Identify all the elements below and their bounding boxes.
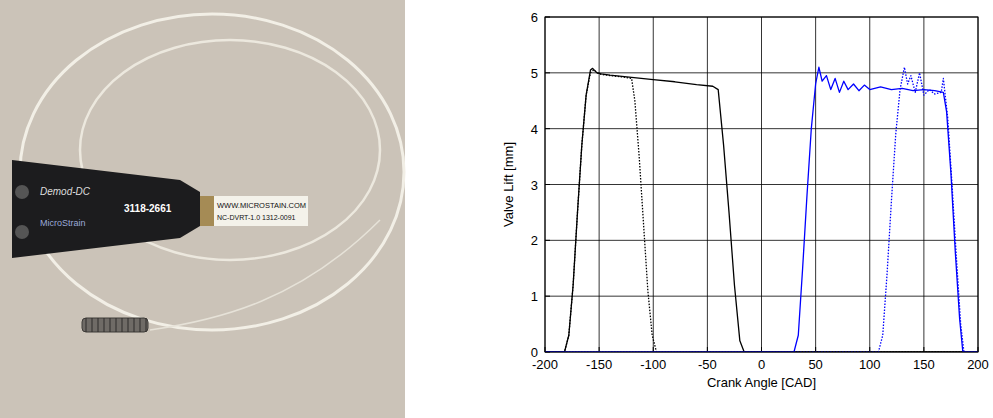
coil-winding: [104, 318, 105, 332]
tick-label: 0: [531, 345, 538, 360]
tick-mark: [869, 347, 870, 352]
tick-mark: [923, 347, 924, 352]
connector: [15, 225, 29, 239]
coil-winding: [98, 318, 99, 332]
tick-label: 6: [531, 10, 538, 25]
cable-tag: [200, 196, 308, 226]
device-label: 3118-2661: [124, 203, 172, 214]
cable-tag-tape: [200, 196, 214, 226]
tag-label: WWW.MICROSTAIN.COM: [217, 201, 306, 210]
tick-label: 0: [758, 357, 765, 372]
tick-mark: [707, 347, 708, 352]
sensor-wire: [150, 220, 380, 330]
tick-label: -50: [698, 357, 717, 372]
tick-label: 5: [531, 66, 538, 81]
tick-label: 200: [967, 357, 989, 372]
plot-area: [545, 17, 978, 352]
coil-winding: [86, 318, 87, 332]
photo-background: [0, 0, 405, 418]
coil-winding: [134, 318, 135, 332]
tick-label: 150: [913, 357, 935, 372]
tick-label: 2: [531, 233, 538, 248]
tick-mark: [545, 128, 550, 129]
coil-winding: [140, 318, 141, 332]
tick-label: -100: [640, 357, 666, 372]
tick-label: -150: [586, 357, 612, 372]
tick-label: 50: [808, 357, 822, 372]
grid-line: [545, 296, 978, 297]
grid-line: [545, 128, 978, 129]
photo: Demod-DC MicroStrain 3118-2661 WWW.MICROSTA…: [0, 0, 405, 418]
tick-label: 4: [531, 122, 538, 137]
series-line: [545, 68, 978, 352]
tick-label: 1: [531, 289, 538, 304]
coil-winding: [116, 318, 117, 332]
tick-mark: [653, 347, 654, 352]
tick-mark: [545, 240, 550, 241]
coil-winding: [128, 318, 129, 332]
grid-line: [545, 184, 978, 185]
tag-label: NC-DVRT-1.0 1312-0091: [217, 214, 296, 221]
demodulator-body: [12, 160, 200, 258]
series-line: [545, 67, 978, 352]
coil-winding: [122, 318, 123, 332]
tick-mark: [545, 72, 550, 73]
axis-title: Crank Angle [CAD]: [707, 375, 816, 390]
connector: [15, 185, 29, 199]
device-label: MicroStrain: [40, 218, 86, 228]
device-label: Demod-DC: [40, 186, 91, 197]
tick-mark: [761, 347, 762, 352]
grid: [545, 17, 978, 352]
series-line: [545, 70, 978, 352]
tick-mark: [545, 296, 550, 297]
tick-mark: [815, 347, 816, 352]
axis-title: Valve Lift [mm]: [501, 142, 516, 227]
coil-winding: [92, 318, 93, 332]
sensor-coil: [82, 318, 148, 332]
grid-line: [545, 240, 978, 241]
tick-label: 100: [859, 357, 881, 372]
tick-mark: [599, 347, 600, 352]
coil-winding: [146, 318, 147, 332]
tick-mark: [545, 184, 550, 185]
coil-winding: [110, 318, 111, 332]
grid-line: [545, 72, 978, 73]
series-line: [545, 67, 978, 352]
tick-label: 3: [531, 178, 538, 193]
lines: [545, 67, 978, 352]
plot-frame: [545, 17, 978, 352]
page: Demod-DC MicroStrain 3118-2661 WWW.MICROSTA…: [0, 0, 993, 418]
